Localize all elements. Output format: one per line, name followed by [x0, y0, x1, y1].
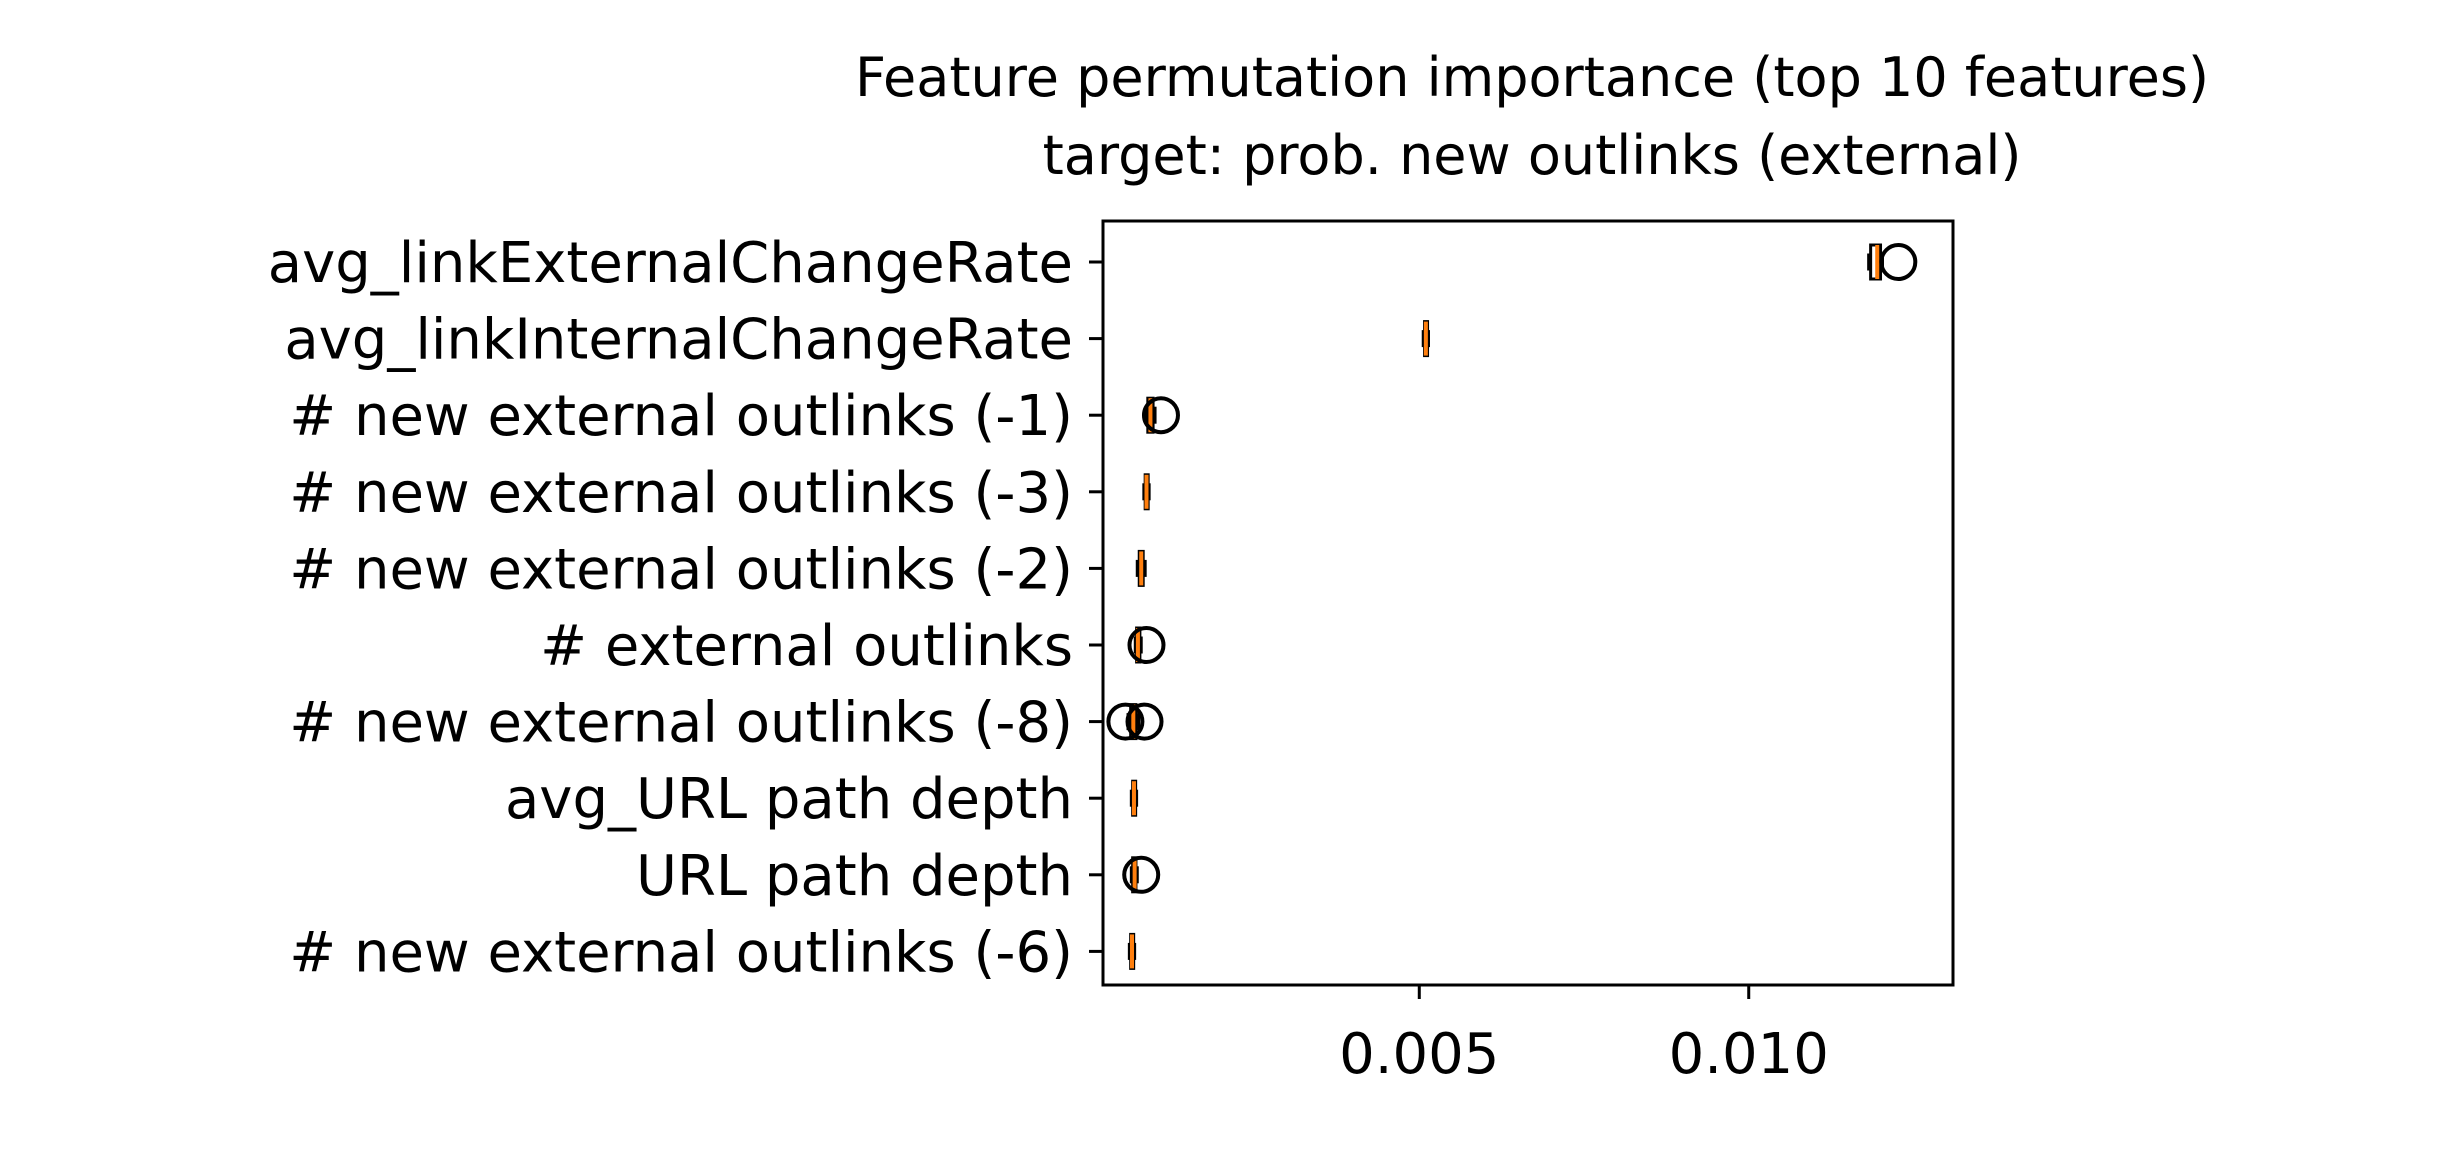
y-tick-label-3: # new external outlinks (-3) [289, 461, 1073, 526]
y-tick-label-2: # new external outlinks (-1) [289, 384, 1073, 449]
feature-box-9 [1127, 932, 1137, 970]
flier-point-0 [1141, 396, 1180, 435]
y-tick-label-6: # new external outlinks (-8) [289, 691, 1073, 756]
x-tick-label-0: 0.005 [1339, 1022, 1499, 1087]
x-tick-label-1: 0.010 [1669, 1022, 1829, 1087]
y-tick-label-5: # external outlinks [540, 614, 1073, 679]
flier-point-0 [1106, 702, 1145, 741]
feature-box-1 [1421, 320, 1431, 358]
flier-point-0 [1127, 626, 1166, 664]
chart-title: Feature permutation importance (top 10 f… [855, 46, 2209, 109]
feature-box-2 [1141, 396, 1180, 435]
y-tick-label-8: URL path depth [636, 844, 1073, 909]
chart-subtitle: target: prob. new outlinks (external) [1043, 124, 2022, 187]
feature-box-4 [1135, 549, 1147, 587]
plot-marks [1106, 243, 1918, 970]
y-axis: avg_linkExternalChangeRate avg_linkIntern… [268, 231, 1103, 985]
feature-box-8 [1122, 855, 1161, 894]
feature-box-7 [1129, 779, 1139, 817]
y-tick-label-0: avg_linkExternalChangeRate [268, 231, 1073, 296]
feature-box-0 [1867, 243, 1918, 281]
y-tick-label-7: avg_URL path depth [505, 767, 1073, 832]
y-tick-label-1: avg_linkInternalChangeRate [284, 308, 1073, 373]
feature-box-3 [1142, 473, 1151, 511]
feature-box-5 [1127, 626, 1166, 664]
feature-box-6 [1106, 702, 1164, 741]
flier-point-0 [1122, 855, 1161, 894]
flier-point-1 [1125, 702, 1164, 741]
y-tick-label-4: # new external outlinks (-2) [289, 537, 1073, 602]
plot-frame [1101, 219, 1955, 987]
y-tick-label-9: # new external outlinks (-6) [289, 920, 1073, 985]
x-axis: 0.005 0.010 [1339, 985, 1829, 1087]
flier-point-0 [1879, 243, 1918, 281]
